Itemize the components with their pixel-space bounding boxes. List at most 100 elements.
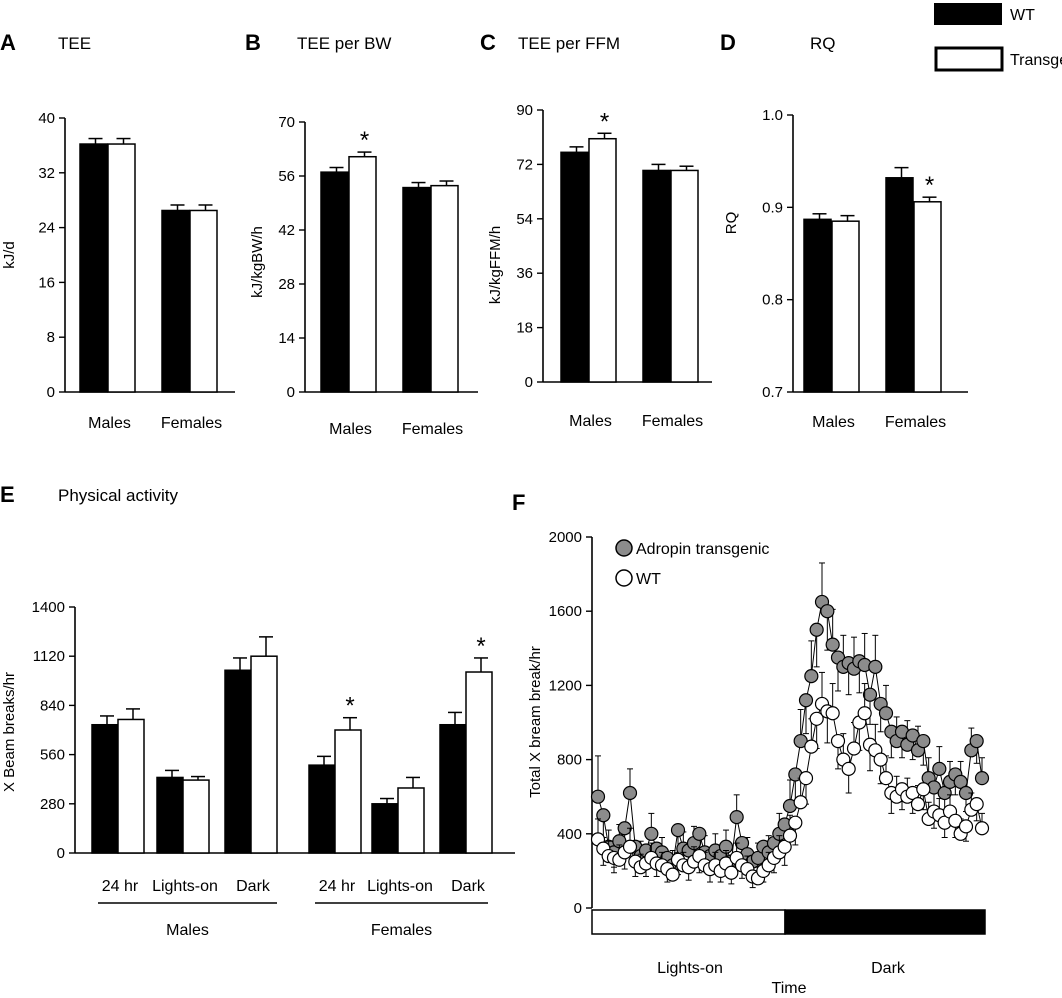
data-point <box>809 622 824 637</box>
bar-wt <box>402 186 431 393</box>
legend-label-transgenic: Transgenic <box>1010 52 1062 69</box>
significance-star: * <box>360 127 369 154</box>
category-label: Females <box>161 415 222 432</box>
category-label: Lights-on <box>152 878 218 895</box>
data-point <box>804 739 819 754</box>
data-point <box>670 822 686 838</box>
bar-wt <box>161 209 190 393</box>
chart-title: RQ <box>810 34 836 53</box>
data-point <box>798 693 814 708</box>
y-tick-label: 72 <box>516 156 533 173</box>
bar-wt <box>371 803 399 854</box>
significance-star: * <box>600 108 609 135</box>
y-tick-label: 840 <box>40 697 65 714</box>
bar-transgenic <box>182 779 210 854</box>
y-tick-label: 56 <box>278 168 295 185</box>
category-label: 24 hr <box>319 878 356 895</box>
bar-transgenic <box>107 143 136 393</box>
category-label: 24 hr <box>102 878 139 895</box>
panel-letter: B <box>245 30 261 55</box>
panel-letter: F <box>512 490 525 515</box>
data-point <box>969 733 984 749</box>
bar-wt <box>642 169 671 383</box>
y-tick-label: 42 <box>278 222 295 239</box>
y-tick-label: 1200 <box>549 677 582 694</box>
bar-transgenic <box>397 787 425 854</box>
bar-transgenic <box>250 655 278 854</box>
y-tick-label: 28 <box>278 276 295 293</box>
data-point <box>644 826 659 841</box>
y-tick-label: 400 <box>557 826 582 843</box>
y-tick-label: 1400 <box>32 599 65 616</box>
legend: WT Transgenic <box>934 3 1062 72</box>
y-tick-label: 800 <box>557 752 582 769</box>
bar-wt <box>439 723 467 854</box>
phase-label-lights-on: Lights-on <box>657 960 723 977</box>
data-point <box>846 741 862 756</box>
y-tick-label: 0.8 <box>762 292 783 309</box>
data-point <box>868 659 883 674</box>
data-point <box>974 771 990 786</box>
data-point <box>798 771 814 786</box>
category-label: Dark <box>451 878 486 895</box>
bar-transgenic <box>831 220 860 393</box>
y-tick-label: 0 <box>287 384 295 401</box>
bar-wt <box>156 776 184 854</box>
bar-transgenic <box>465 671 493 854</box>
chart-title: TEE per BW <box>297 34 391 53</box>
y-tick-label: 1120 <box>33 648 65 665</box>
category-label: Males <box>569 413 612 430</box>
bar-transgenic <box>588 137 617 383</box>
y-tick-label: 560 <box>40 747 65 764</box>
data-point <box>622 839 638 854</box>
data-point <box>857 706 872 721</box>
data-point <box>825 706 840 721</box>
significance-star: * <box>345 693 354 720</box>
panel-letter: C <box>480 30 496 55</box>
y-tick-label: 2000 <box>549 529 582 546</box>
group-label: Males <box>166 922 209 939</box>
y-tick-label: 1600 <box>549 603 582 620</box>
series-wt <box>590 671 990 889</box>
y-tick-label: 18 <box>516 320 533 337</box>
bar-transgenic <box>348 155 377 393</box>
bar-wt <box>320 171 349 393</box>
bar-wt <box>308 764 336 854</box>
y-tick-label: 0 <box>47 384 55 401</box>
bar-wt <box>91 723 119 854</box>
bar-transgenic <box>913 201 942 393</box>
category-label: Females <box>642 413 703 430</box>
bar-transgenic <box>117 718 145 854</box>
panel-c: C TEE per FFM kJ/kgFFM/h 0 18 36 54 72 90 Males Fe… <box>480 30 712 430</box>
data-point <box>804 669 819 684</box>
data-point <box>596 808 611 823</box>
legend-swatch-wt <box>934 3 1002 25</box>
legend-marker-wt <box>615 569 633 587</box>
y-axis-label: X Beam breaks/hr <box>1 672 18 792</box>
y-axis-label: RQ <box>723 212 740 235</box>
y-tick-label: 90 <box>516 102 533 119</box>
y-tick-label: 0 <box>57 845 65 862</box>
significance-star: * <box>476 633 485 660</box>
data-point <box>724 865 739 880</box>
category-label: Dark <box>236 878 271 895</box>
y-tick-label: 16 <box>38 274 55 291</box>
y-tick-label: 54 <box>516 211 533 228</box>
y-axis-label: kJ/d <box>1 241 18 269</box>
category-label: Females <box>885 414 946 431</box>
legend-swatch-transgenic <box>934 46 1004 72</box>
panel-b: B TEE per BW kJ/kgBW/h 0 14 28 42 56 70 Males Fema… <box>245 30 478 438</box>
y-tick-label: 280 <box>40 796 65 813</box>
data-point <box>830 733 846 749</box>
phase-label-dark: Dark <box>871 960 906 977</box>
data-point <box>590 789 606 804</box>
panel-e: E Physical activity X Beam breaks/hr 0 280 56… <box>0 482 515 939</box>
bar-transgenic <box>189 209 218 393</box>
data-point <box>916 733 931 749</box>
y-tick-label: 14 <box>278 330 295 347</box>
y-tick-label: 0.7 <box>762 384 783 401</box>
bar-wt <box>885 177 914 393</box>
data-point <box>665 867 680 882</box>
data-point <box>692 826 707 841</box>
